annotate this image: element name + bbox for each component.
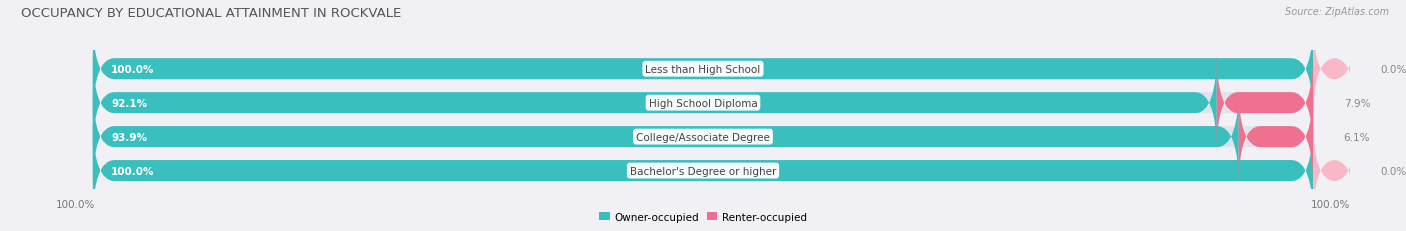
Text: 7.9%: 7.9%	[1344, 98, 1371, 108]
FancyBboxPatch shape	[93, 120, 1313, 221]
Text: 93.9%: 93.9%	[111, 132, 148, 142]
FancyBboxPatch shape	[93, 87, 1313, 187]
Text: 0.0%: 0.0%	[1381, 64, 1406, 74]
FancyBboxPatch shape	[93, 19, 1313, 120]
Text: High School Diploma: High School Diploma	[648, 98, 758, 108]
FancyBboxPatch shape	[1313, 120, 1355, 221]
Text: Bachelor's Degree or higher: Bachelor's Degree or higher	[630, 166, 776, 176]
FancyBboxPatch shape	[93, 87, 1239, 187]
Text: 100.0%: 100.0%	[111, 64, 155, 74]
Text: OCCUPANCY BY EDUCATIONAL ATTAINMENT IN ROCKVALE: OCCUPANCY BY EDUCATIONAL ATTAINMENT IN R…	[21, 7, 401, 20]
Text: Source: ZipAtlas.com: Source: ZipAtlas.com	[1285, 7, 1389, 17]
FancyBboxPatch shape	[1313, 19, 1355, 120]
Text: College/Associate Degree: College/Associate Degree	[636, 132, 770, 142]
FancyBboxPatch shape	[93, 53, 1216, 154]
FancyBboxPatch shape	[93, 19, 1313, 120]
FancyBboxPatch shape	[93, 53, 1313, 154]
FancyBboxPatch shape	[1239, 87, 1313, 187]
Text: 92.1%: 92.1%	[111, 98, 148, 108]
Text: 6.1%: 6.1%	[1344, 132, 1371, 142]
Text: 0.0%: 0.0%	[1381, 166, 1406, 176]
Text: 100.0%: 100.0%	[56, 199, 96, 209]
Text: 100.0%: 100.0%	[1310, 199, 1350, 209]
FancyBboxPatch shape	[93, 120, 1313, 221]
Text: 100.0%: 100.0%	[111, 166, 155, 176]
FancyBboxPatch shape	[1216, 53, 1313, 154]
Legend: Owner-occupied, Renter-occupied: Owner-occupied, Renter-occupied	[595, 208, 811, 226]
Text: Less than High School: Less than High School	[645, 64, 761, 74]
